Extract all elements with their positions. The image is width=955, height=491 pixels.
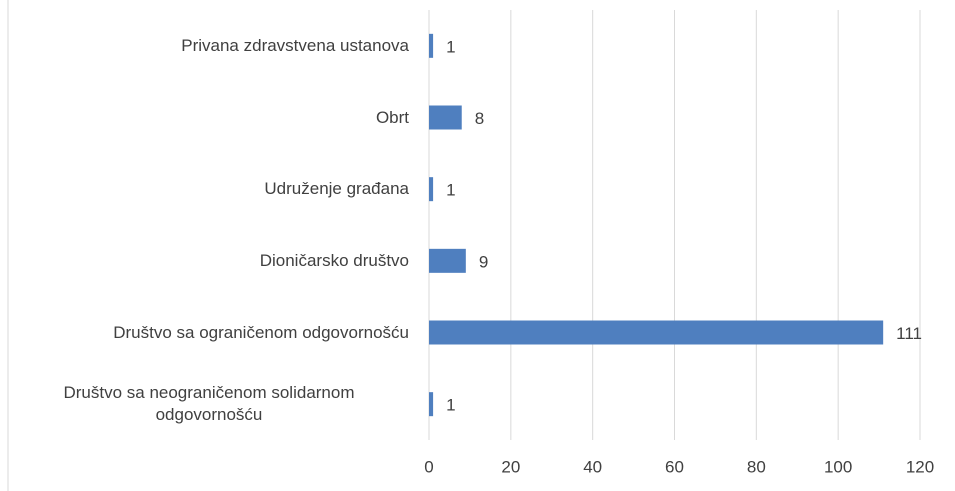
- y-tick-label: Udruženje građana: [264, 179, 409, 199]
- x-tick-label: 60: [665, 457, 684, 476]
- y-tick-label: Društvo sa neograničenom solidarnom odgo…: [63, 383, 355, 425]
- bar: [429, 392, 434, 417]
- x-tick-label: 80: [747, 457, 766, 476]
- x-tick-label: 0: [424, 457, 433, 476]
- y-tick-label: Privana zdravstvena ustanova: [181, 35, 409, 55]
- x-tick-label: 100: [824, 457, 852, 476]
- value-label: 1: [446, 396, 455, 415]
- x-tick-label: 40: [583, 457, 602, 476]
- value-label: 8: [475, 109, 484, 128]
- value-label: 111: [896, 324, 922, 343]
- x-tick-label: 20: [501, 457, 520, 476]
- bar: [429, 33, 434, 58]
- bar: [429, 248, 466, 273]
- y-tick-label: Obrt: [375, 107, 409, 127]
- bar: [429, 177, 434, 202]
- value-label: 1: [446, 181, 455, 200]
- x-tick-label: 120: [906, 457, 934, 476]
- value-label: 9: [479, 252, 488, 271]
- value-label: 1: [446, 37, 455, 56]
- bar: [429, 105, 462, 130]
- y-tick-label: Društvo sa ograničenom odgovornošću: [113, 322, 409, 342]
- bar: [429, 320, 884, 345]
- y-tick-label: Dioničarsko društvo: [259, 250, 409, 270]
